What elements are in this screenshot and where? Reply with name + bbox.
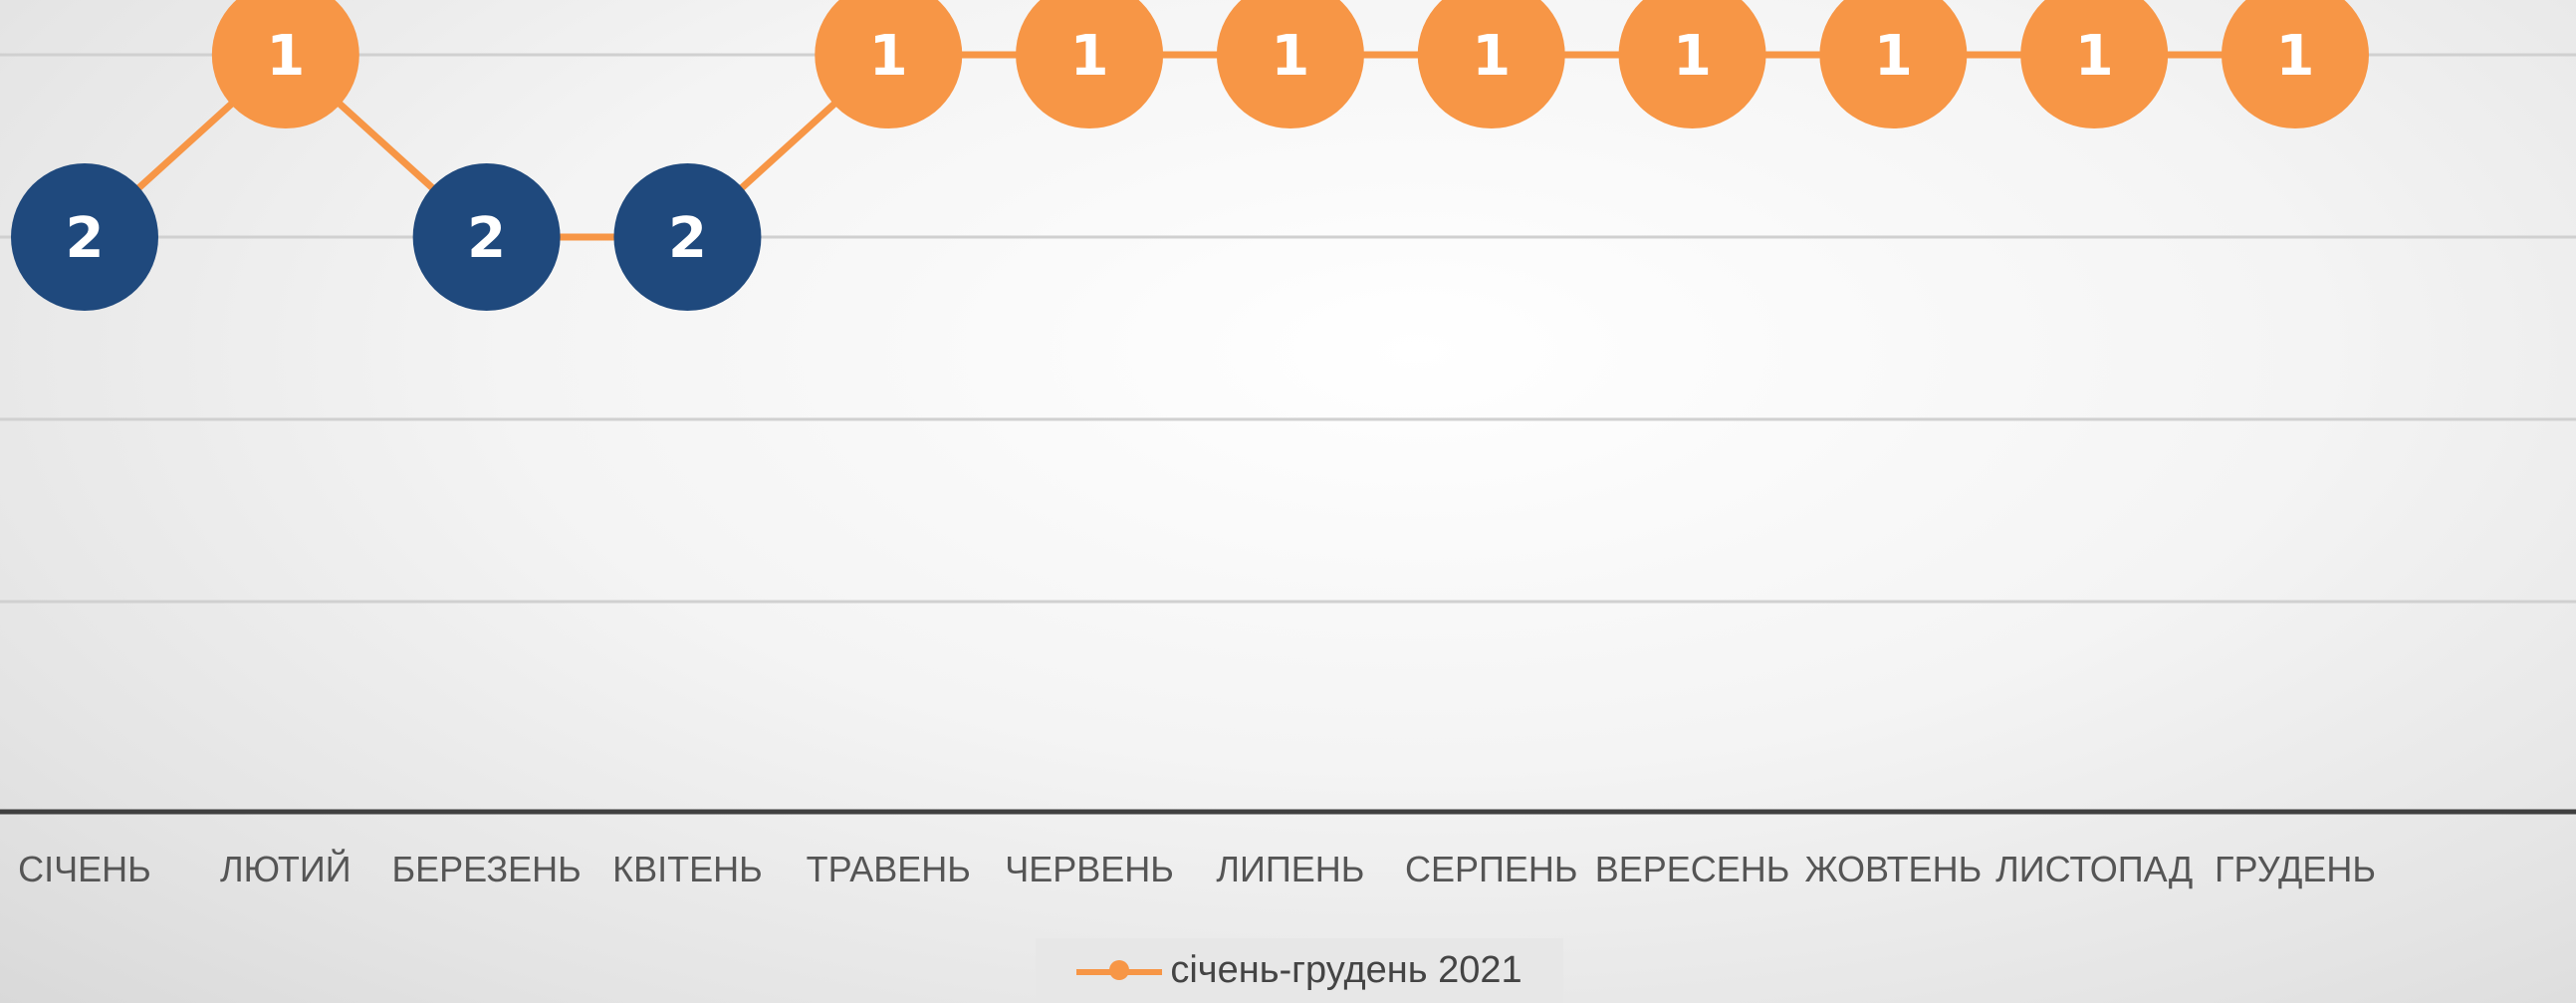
data-label: 1 [266,24,305,89]
data-label: 1 [2075,24,2114,89]
data-label: 1 [1472,24,1511,89]
chart-plot: 2 1 2 2 1 1 1 1 1 1 1 1 СІЧЕНЬ ЛЮТИЙ БЕРЕЗЕНЬ КВІТЕНЬ ТР… [0,0,2576,889]
x-tick-label: СЕРПЕНЬ [1405,849,1578,889]
x-tick-label: ЖОВТЕНЬ [1805,849,1983,889]
data-label: 2 [467,206,506,271]
x-tick-label: ЧЕРВЕНЬ [1005,849,1174,889]
data-label: 1 [1070,24,1109,89]
data-point [1618,0,1766,128]
data-point [1016,0,1164,128]
x-tick-label: ЛИСТОПАД [1995,849,2193,889]
series-line [82,51,2295,241]
data-label: 2 [668,206,707,271]
x-tick-label: БЕРЕЗЕНЬ [392,849,582,889]
data-label: 1 [1673,24,1712,89]
data-point [1819,0,1968,128]
x-tick-label: КВІТЕНЬ [612,849,763,889]
legend: січень-грудень 2021 [1036,938,1563,1003]
x-tick-label: ГРУДЕНЬ [2215,849,2376,889]
data-label: 1 [869,24,908,89]
data-label: 1 [2276,24,2315,89]
x-tick-label: ЛИПЕНЬ [1216,849,1364,889]
data-label: 2 [66,206,105,271]
data-point [2222,0,2369,128]
data-label: 1 [1271,24,1309,89]
data-point [211,0,359,128]
legend-label: січень-грудень 2021 [1170,949,1522,991]
data-point [613,163,762,311]
data-point [11,163,158,311]
x-tick-label: ЛЮТИЙ [220,848,351,889]
legend-swatch [1076,959,1163,980]
x-tick-label: ТРАВЕНЬ [807,849,971,889]
data-point [2020,0,2169,128]
data-label: 1 [1874,24,1913,89]
data-point [1216,0,1364,128]
x-tick-label: ВЕРЕСЕНЬ [1595,849,1790,889]
x-tick-label: СІЧЕНЬ [18,849,151,889]
data-point [412,163,561,311]
data-point [1417,0,1565,128]
data-point [815,0,963,128]
